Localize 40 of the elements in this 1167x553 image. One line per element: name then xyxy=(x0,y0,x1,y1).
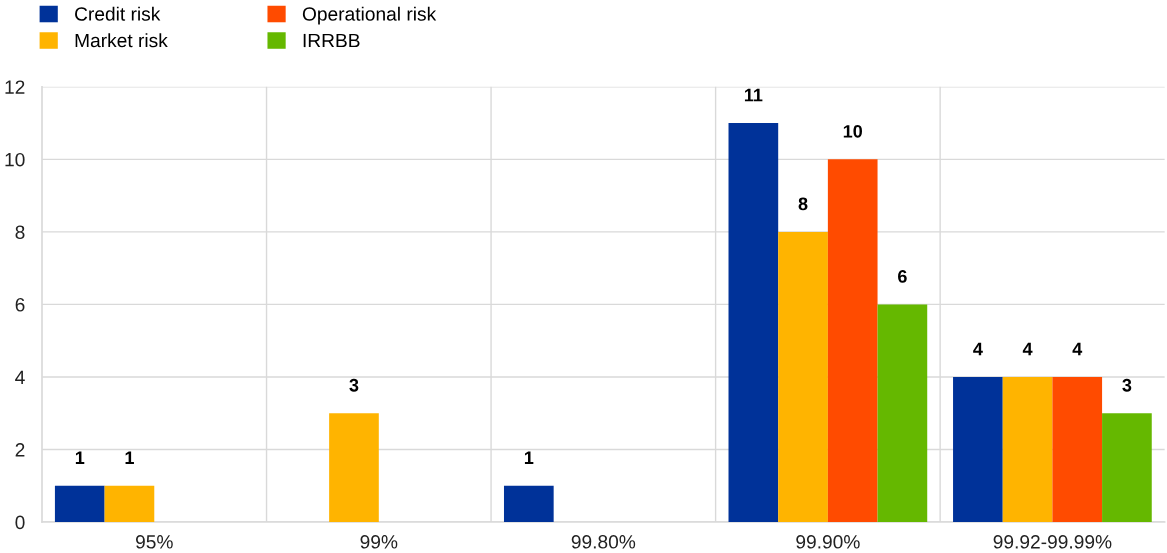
bar xyxy=(104,485,155,523)
bar xyxy=(1002,376,1053,523)
x-tick-label: 99.90% xyxy=(796,535,860,549)
data-label: 3 xyxy=(349,378,359,392)
bar xyxy=(877,304,928,523)
data-label: 4 xyxy=(973,342,983,356)
bar xyxy=(728,123,779,523)
x-tick-label: 99.92-99.99% xyxy=(993,535,1112,549)
bar xyxy=(329,413,379,523)
data-label: 3 xyxy=(1122,378,1132,392)
data-label: 6 xyxy=(898,270,907,283)
data-label: 10 xyxy=(843,124,863,138)
legend-label: IRRBB xyxy=(303,33,360,48)
bar xyxy=(54,485,105,523)
bar xyxy=(778,231,828,523)
data-label: 1 xyxy=(75,451,85,464)
x-tick-label: 99.80% xyxy=(571,535,636,549)
x-tick-label: 95% xyxy=(136,535,173,549)
legend-label: Operational risk xyxy=(302,6,437,25)
y-tick-label: 0 xyxy=(15,515,25,530)
bar xyxy=(1102,413,1152,523)
data-label: 11 xyxy=(744,88,763,102)
y-tick-label: 12 xyxy=(5,80,25,94)
data-label: 4 xyxy=(1072,342,1083,356)
y-tick-label: 8 xyxy=(15,225,25,240)
y-tick-label: 4 xyxy=(15,370,25,384)
data-label: 8 xyxy=(798,197,808,211)
x-tick-label: 99% xyxy=(360,535,398,549)
y-tick-label: 2 xyxy=(15,443,25,457)
data-label: 1 xyxy=(125,451,134,464)
bar xyxy=(1052,376,1103,523)
data-label: 4 xyxy=(1022,342,1033,356)
data-label: 1 xyxy=(524,451,534,464)
bar xyxy=(503,485,554,523)
bar xyxy=(953,376,1003,523)
bar xyxy=(827,159,878,523)
legend-label: Credit risk xyxy=(75,6,161,21)
y-tick-label: 6 xyxy=(15,297,25,312)
y-tick-label: 10 xyxy=(5,152,25,167)
legend-label: Market risk xyxy=(75,33,168,48)
